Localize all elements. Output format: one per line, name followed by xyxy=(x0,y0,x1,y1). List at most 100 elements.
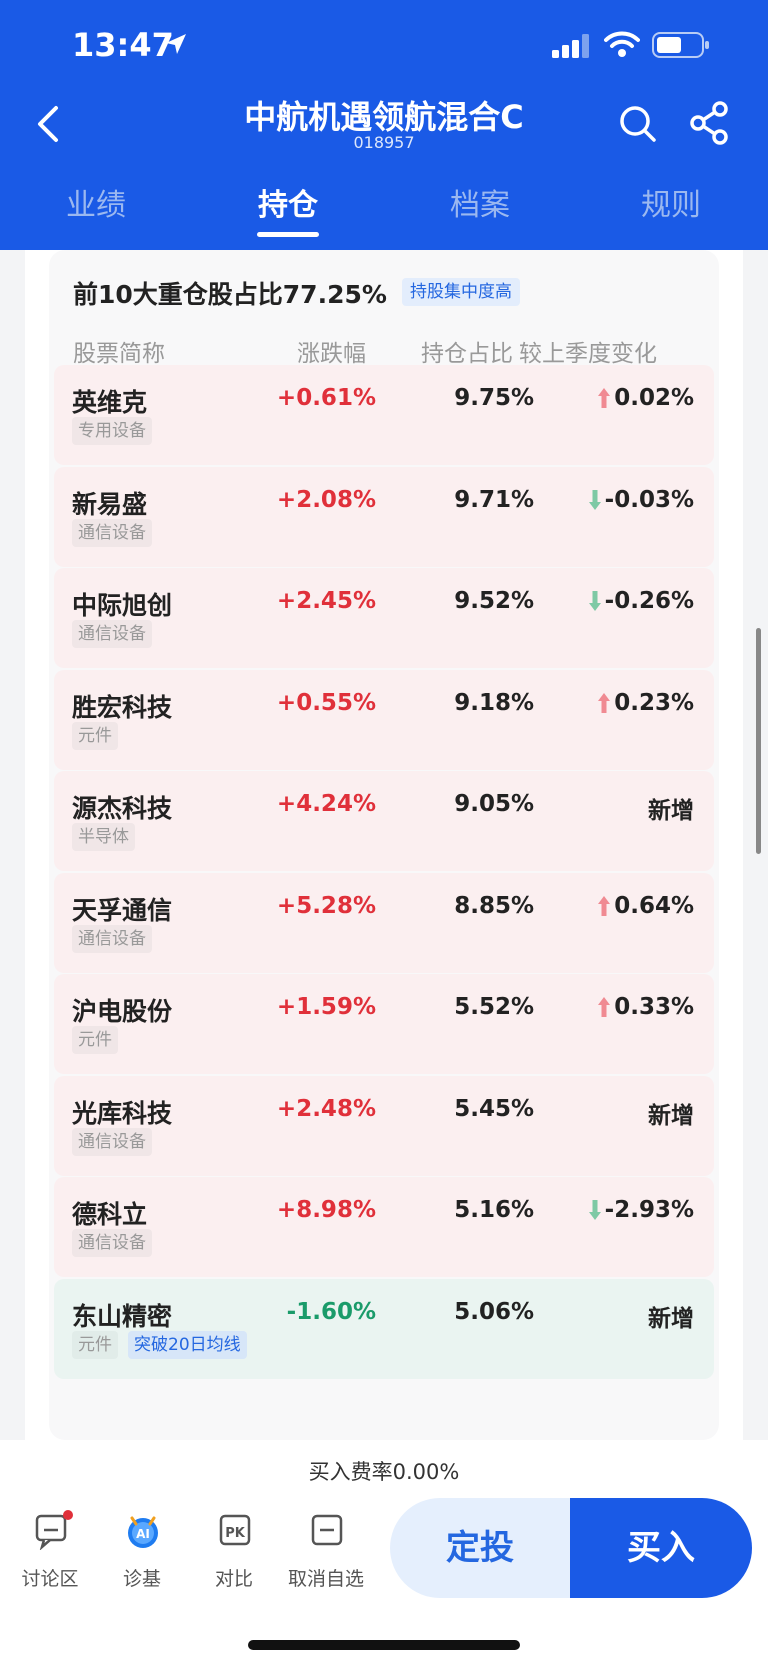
discussion-button[interactable]: 讨论区 xyxy=(5,1510,95,1602)
fund-code: 018957 xyxy=(353,133,415,152)
top-holdings-card: 前10大重仓股占比77.25% 持股集中度高 股票简称 涨跌幅 持仓占比 较上季… xyxy=(49,250,719,1440)
stock-name: 中际旭创 xyxy=(72,591,173,620)
quarter-change-value: -0.26% xyxy=(604,588,694,614)
remove-watchlist-button[interactable]: 取消自选 xyxy=(281,1512,371,1602)
holdings-section: 前10大重仓股占比77.25% 持股集中度高 股票简称 涨跌幅 持仓占比 较上季… xyxy=(25,250,743,1440)
stock-name: 新易盛 xyxy=(72,489,148,519)
quarter-change-value: 新增 xyxy=(648,1305,694,1332)
holding-row[interactable]: 光库科技 通信设备 +2.48% 5.45% 新增 xyxy=(54,1075,714,1176)
chat-icon xyxy=(35,1514,67,1550)
stock-name: 英维克 xyxy=(72,388,148,417)
holding-row[interactable]: 德科立 通信设备 +8.98% 5.16% -2.93% xyxy=(54,1177,714,1277)
compare-button[interactable]: PK 对比 xyxy=(189,1512,279,1602)
quarter-change: 0.02% xyxy=(597,385,694,411)
holding-ratio: 9.71% xyxy=(454,486,534,513)
quarter-change: -0.26% xyxy=(588,588,694,614)
concentration-badge: 持股集中度高 xyxy=(402,278,520,306)
quarter-change: 0.33% xyxy=(597,994,694,1020)
buy-fee-rate: 买入费率0.00% xyxy=(308,1460,460,1484)
status-time: 13:47 xyxy=(72,26,174,64)
price-change: +5.28% xyxy=(276,892,376,919)
home-indicator xyxy=(248,1640,520,1650)
back-arrow-icon[interactable] xyxy=(30,100,66,148)
pk-icon: PK xyxy=(219,1514,251,1546)
diagnose-label: 诊基 xyxy=(122,1568,161,1590)
stock-name: 胜宏科技 xyxy=(72,692,173,722)
industry-tag: 半导体 xyxy=(72,823,135,851)
stock-name: 东山精密 xyxy=(72,1301,173,1331)
col-header-change: 涨跌幅 xyxy=(297,341,366,367)
arrow-up-icon xyxy=(598,388,611,408)
signal-tag: 突破20日均线 xyxy=(128,1330,247,1359)
arrow-up-icon xyxy=(598,997,611,1017)
holding-row[interactable]: 英维克 专用设备 +0.61% 9.75% 0.02% xyxy=(54,365,714,465)
industry-tag: 通信设备 xyxy=(72,620,152,648)
col-header-ratio: 持仓占比 xyxy=(421,341,513,367)
holding-ratio: 5.52% xyxy=(454,994,534,1020)
stock-name: 光库科技 xyxy=(72,1098,173,1128)
battery-icon xyxy=(652,32,709,58)
stock-name: 沪电股份 xyxy=(72,997,173,1026)
tab-performance[interactable]: 业绩 xyxy=(66,188,126,223)
price-change: +0.61% xyxy=(276,385,376,411)
buy-button[interactable]: 买入 xyxy=(570,1498,752,1598)
price-change: +2.08% xyxy=(276,486,376,513)
discussion-label: 讨论区 xyxy=(21,1568,79,1590)
holding-row[interactable]: 天孚通信 通信设备 +5.28% 8.85% 0.64% xyxy=(54,872,714,973)
arrow-down-icon xyxy=(588,489,601,510)
quarter-change-value: 新增 xyxy=(648,798,694,824)
header: 13:47 中航机遇领航混合C 018957 业绩 持仓 xyxy=(0,0,768,250)
tab-rules[interactable]: 规则 xyxy=(641,188,701,223)
minus-icon xyxy=(311,1514,343,1546)
diagnose-button[interactable]: AI 诊基 xyxy=(97,1512,187,1602)
price-change: +2.45% xyxy=(276,588,376,614)
stock-name: 源杰科技 xyxy=(72,794,173,823)
compare-label: 对比 xyxy=(214,1568,253,1590)
quarter-change-value: 0.23% xyxy=(614,689,694,716)
quarter-change-value: -2.93% xyxy=(604,1197,694,1223)
share-icon[interactable] xyxy=(688,100,732,146)
ai-icon: AI xyxy=(128,1516,158,1548)
arrow-up-icon xyxy=(598,692,611,713)
holding-ratio: 9.18% xyxy=(454,689,534,716)
holding-ratio: 5.16% xyxy=(454,1197,534,1223)
holding-row[interactable]: 东山精密 元件 突破20日均线 -1.60% 5.06% 新增 xyxy=(54,1278,714,1379)
active-tab-indicator xyxy=(257,232,319,237)
search-icon[interactable] xyxy=(618,104,658,144)
svg-text:AI: AI xyxy=(136,1527,150,1541)
quarter-change-value: 0.33% xyxy=(614,994,694,1020)
holding-row[interactable]: 新易盛 通信设备 +2.08% 9.71% -0.03% xyxy=(54,466,714,567)
holding-ratio: 9.05% xyxy=(454,791,534,817)
wifi-icon xyxy=(604,31,640,57)
cellular-signal-icon xyxy=(552,34,589,58)
svg-text:PK: PK xyxy=(225,1526,246,1541)
col-header-delta: 较上季度变化 xyxy=(519,341,657,367)
holding-row[interactable]: 沪电股份 元件 +1.59% 5.52% 0.33% xyxy=(54,974,714,1074)
tab-bar: 业绩 持仓 档案 规则 xyxy=(0,180,768,240)
price-change: +8.98% xyxy=(276,1197,376,1223)
quarter-change: 0.23% xyxy=(597,690,694,716)
holding-row[interactable]: 中际旭创 通信设备 +2.45% 9.52% -0.26% xyxy=(54,568,714,668)
arrow-down-icon xyxy=(588,1200,601,1220)
quarter-change-value: 0.64% xyxy=(614,892,694,919)
quarter-change: 新增 xyxy=(648,791,694,825)
tab-archive[interactable]: 档案 xyxy=(450,188,510,223)
quarter-change: 0.64% xyxy=(597,893,694,919)
tab-holdings[interactable]: 持仓 xyxy=(258,188,318,223)
bottom-bar: 买入费率0.00% 讨论区 AI 诊基 PK 对比 取消自选 定投 买入 xyxy=(0,1440,768,1662)
price-change: -1.60% xyxy=(286,1298,376,1325)
remove-watchlist-label: 取消自选 xyxy=(287,1568,364,1590)
quarter-change: -2.93% xyxy=(588,1197,694,1223)
scrollbar[interactable] xyxy=(756,628,761,854)
holding-ratio: 5.45% xyxy=(454,1095,534,1122)
top10-ratio-title: 前10大重仓股占比77.25% xyxy=(73,280,387,309)
holding-row[interactable]: 源杰科技 半导体 +4.24% 9.05% 新增 xyxy=(54,771,714,871)
quarter-change: -0.03% xyxy=(588,487,694,513)
quarter-change-value: 0.02% xyxy=(614,385,694,411)
quarter-change-value: 新增 xyxy=(648,1102,694,1129)
stock-name: 德科立 xyxy=(72,1200,148,1229)
holding-row[interactable]: 胜宏科技 元件 +0.55% 9.18% 0.23% xyxy=(54,669,714,770)
holding-ratio: 9.75% xyxy=(454,385,534,411)
auto-invest-button[interactable]: 定投 xyxy=(390,1498,570,1598)
page-title: 中航机遇领航混合C xyxy=(244,98,524,136)
